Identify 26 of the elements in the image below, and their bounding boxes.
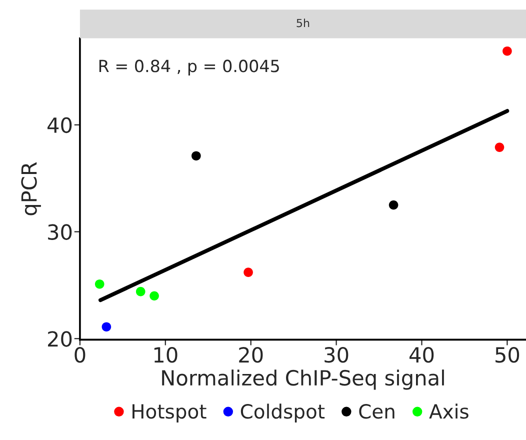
point (388, 200, 398, 210)
legend-label: Axis (429, 404, 468, 419)
y-tick-label: 40 (48, 117, 72, 134)
x-tick-label: 10 (154, 346, 178, 363)
point (102, 322, 112, 332)
x-axis-title: Normalized ChIP-Seq signal (162, 370, 444, 390)
point (244, 268, 253, 278)
x-tick-label: 20 (239, 346, 263, 363)
point (150, 291, 159, 301)
legend-label: Hotspot (132, 404, 206, 422)
legend-label: Coldspot (240, 404, 325, 422)
x-tick-label: 50 (496, 346, 520, 363)
y-axis-title: qPCR (21, 162, 41, 216)
chart-title: 5h (296, 18, 310, 28)
x-tick-label: 40 (410, 346, 434, 363)
legend-label: Cen (359, 404, 394, 419)
point (502, 46, 512, 56)
annotation: R = 0.84 , p = 0.0045 (99, 60, 279, 76)
x-tick-label: 0 (74, 346, 86, 363)
y-tick-label: 30 (48, 224, 72, 240)
point (136, 286, 146, 296)
point (94, 279, 104, 289)
point (192, 151, 201, 161)
point (494, 142, 504, 152)
x-tick-label: 30 (324, 346, 348, 363)
y-tick-label: 20 (48, 331, 72, 347)
